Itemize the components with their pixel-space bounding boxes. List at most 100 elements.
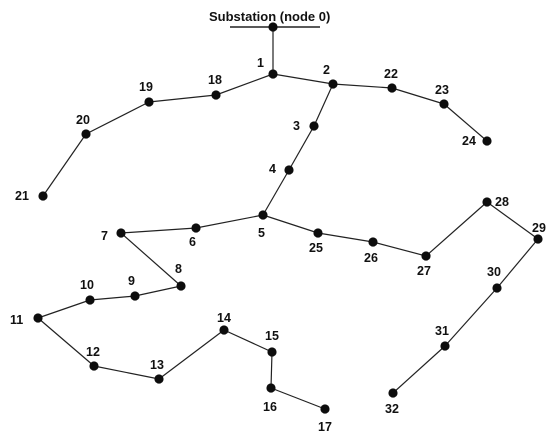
node-label-12: 12 <box>86 345 100 359</box>
edge-2-22 <box>332 83 393 89</box>
edge-8-9 <box>134 285 182 297</box>
node-label-19: 19 <box>139 80 153 94</box>
node-label-25: 25 <box>309 241 323 255</box>
edge-6-7 <box>120 227 197 234</box>
node-label-17: 17 <box>318 420 332 434</box>
node-16 <box>266 383 276 393</box>
node-15 <box>267 347 277 357</box>
edge-2-3 <box>313 83 334 127</box>
node-label-4: 4 <box>269 162 276 176</box>
edge-19-20 <box>85 101 150 135</box>
node-25 <box>313 228 323 238</box>
node-label-32: 32 <box>385 402 399 416</box>
node-30 <box>492 283 502 293</box>
edge-14-15 <box>223 329 273 353</box>
node-13 <box>154 374 164 384</box>
edge-3-4 <box>288 125 315 171</box>
node-17 <box>320 404 330 414</box>
network-edges <box>37 27 539 410</box>
node-label-2: 2 <box>323 63 330 77</box>
node-label-31: 31 <box>435 324 449 338</box>
node-label-28: 28 <box>495 195 509 209</box>
node-label-6: 6 <box>189 235 196 249</box>
edge-5-6 <box>195 214 264 229</box>
node-label-21: 21 <box>15 189 29 203</box>
node-label-11: 11 <box>10 313 23 327</box>
edge-5-25 <box>262 214 319 234</box>
edge-1-2 <box>272 73 334 85</box>
substation-title: Substation (node 0) <box>209 9 330 24</box>
node-label-7: 7 <box>101 229 108 243</box>
edge-9-10 <box>89 295 136 301</box>
node-4 <box>284 165 294 175</box>
node-label-13: 13 <box>150 358 164 372</box>
node-label-5: 5 <box>258 226 265 240</box>
edge-4-5 <box>262 169 290 216</box>
edge-12-13 <box>93 365 160 380</box>
node-18 <box>211 90 221 100</box>
node-1 <box>268 69 278 79</box>
node-20 <box>81 129 91 139</box>
edge-16-17 <box>270 387 326 410</box>
network-labels: 1 234567891011121314151617181920212223242… <box>10 56 546 434</box>
node-26 <box>368 237 378 247</box>
node-label-9: 9 <box>128 274 135 288</box>
node-31 <box>440 341 450 351</box>
edge-27-28 <box>425 201 488 257</box>
node-9 <box>130 291 140 301</box>
edge-25-26 <box>317 232 374 243</box>
edge-30-31 <box>444 287 498 347</box>
node-label-22: 22 <box>384 67 398 81</box>
edge-13-14 <box>158 329 225 380</box>
node-label-23: 23 <box>435 83 449 97</box>
node-0 <box>268 22 278 32</box>
node-27 <box>421 251 431 261</box>
node-23 <box>439 99 449 109</box>
node-2 <box>328 79 338 89</box>
node-6 <box>191 223 201 233</box>
edge-1-18 <box>215 73 274 96</box>
edge-23-24 <box>443 103 488 142</box>
edge-15-16 <box>270 351 273 389</box>
node-label-18: 18 <box>208 73 222 87</box>
node-12 <box>89 361 99 371</box>
node-29 <box>533 234 543 244</box>
node-8 <box>176 281 186 291</box>
node-label-14: 14 <box>217 311 231 325</box>
edge-18-19 <box>148 94 217 103</box>
node-label-16: 16 <box>263 400 277 414</box>
node-3 <box>309 121 319 131</box>
node-24 <box>482 136 492 146</box>
node-21 <box>38 191 48 201</box>
node-11 <box>33 313 43 323</box>
node-22 <box>387 83 397 93</box>
edge-11-12 <box>37 317 95 367</box>
node-32 <box>388 388 398 398</box>
edge-28-29 <box>486 201 539 240</box>
node-label-24: 24 <box>462 134 476 148</box>
node-label-27: 27 <box>417 264 431 278</box>
node-14 <box>219 325 229 335</box>
edge-29-30 <box>496 238 539 289</box>
node-7 <box>116 228 126 238</box>
node-label-8: 8 <box>175 262 182 276</box>
edge-7-8 <box>120 232 182 287</box>
node-label-10: 10 <box>80 278 94 292</box>
node-label-20: 20 <box>76 113 90 127</box>
edge-20-21 <box>42 133 87 197</box>
edge-31-32 <box>392 345 446 394</box>
edge-22-23 <box>391 87 445 105</box>
edge-10-11 <box>37 299 91 319</box>
network-nodes <box>33 22 543 414</box>
node-label-1: 1 <box>257 56 264 70</box>
node-label-30: 30 <box>487 265 501 279</box>
node-label-15: 15 <box>265 329 279 343</box>
node-label-29: 29 <box>532 221 546 235</box>
node-19 <box>144 97 154 107</box>
node-28 <box>482 197 492 207</box>
node-5 <box>258 210 268 220</box>
node-label-26: 26 <box>364 251 378 265</box>
node-10 <box>85 295 95 305</box>
edge-26-27 <box>372 241 427 257</box>
